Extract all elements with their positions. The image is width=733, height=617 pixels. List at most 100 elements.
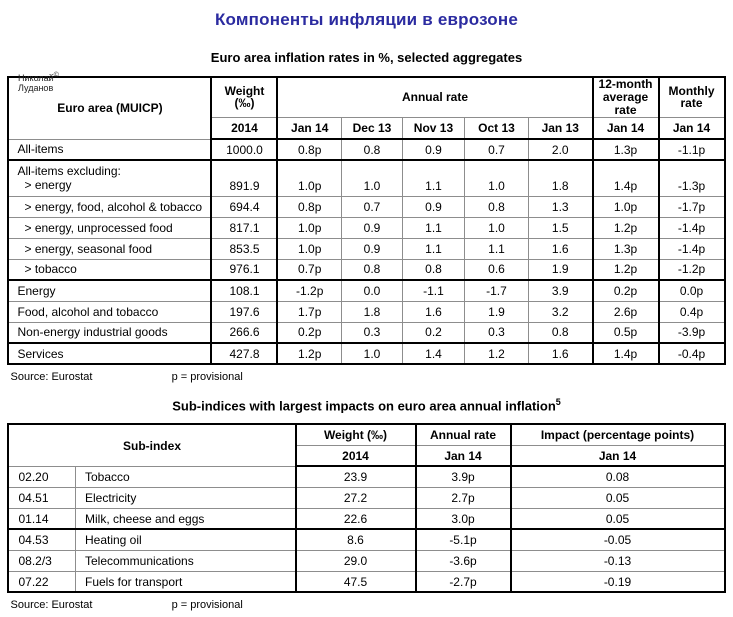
weight-cell: 22.6 bbox=[295, 507, 417, 530]
table2-title: Sub-indices with largest impacts on euro… bbox=[172, 397, 561, 414]
rate-cell: 0.8 bbox=[401, 258, 465, 281]
table-row: 08.2/3 Telecommunications 29.0 -3.6p -0.… bbox=[7, 549, 725, 572]
weight-cell: 29.0 bbox=[295, 549, 417, 572]
monthly-cell: -1.3p bbox=[658, 159, 726, 197]
rate-cell: 0.7p bbox=[276, 258, 342, 281]
impact-cell: 0.05 bbox=[510, 486, 725, 509]
rate-cell: 1.8 bbox=[527, 159, 594, 197]
monthly-cell: -1.4p bbox=[658, 237, 726, 260]
rate-cell: -3.6p bbox=[415, 549, 512, 572]
rate-cell: 1.6 bbox=[527, 237, 594, 260]
rate-cell: 1.0 bbox=[463, 216, 529, 239]
table-row: 02.20 Tobacco 23.9 3.9p 0.08 bbox=[7, 465, 725, 488]
avg-cell: 0.5p bbox=[592, 321, 660, 344]
weight-cell: 853.5 bbox=[210, 237, 279, 260]
col-header-weight-year: 2014 bbox=[210, 116, 279, 140]
rate-cell: 1.6 bbox=[401, 300, 465, 323]
monthly-cell: -1.2p bbox=[658, 258, 726, 281]
table2-header: Sub-index Weight (‰) Annual rate Impact … bbox=[7, 423, 725, 468]
rate-cell: 1.9 bbox=[527, 258, 594, 281]
sub-index-name: Heating oil bbox=[74, 528, 297, 551]
col-header-avg-date: Jan 14 bbox=[592, 116, 660, 140]
col-header-impact-date: Jan 14 bbox=[510, 444, 725, 468]
rate-cell: 0.8p bbox=[276, 138, 342, 161]
monthly-cell: 0.0p bbox=[658, 279, 726, 302]
inflation-aggregates-table: Euro area (MUICP) Weight (‰) Annual rate… bbox=[7, 76, 726, 365]
col-header-monthly-date: Jan 14 bbox=[658, 116, 726, 140]
avg-cell: 1.2p bbox=[592, 258, 660, 281]
rate-cell: 0.7 bbox=[340, 195, 403, 218]
table-row: Food, alcohol and tobacco 197.6 1.7p 1.8… bbox=[7, 300, 726, 323]
rate-cell: 1.8 bbox=[340, 300, 403, 323]
row-label: All-items bbox=[7, 138, 213, 161]
table-row: 04.51 Electricity 27.2 2.7p 0.05 bbox=[7, 486, 725, 509]
avg-cell: 1.4p bbox=[592, 159, 660, 197]
group-label: All-items excluding: bbox=[17, 164, 121, 179]
table-row: Services 427.8 1.2p 1.0 1.4 1.2 1.6 1.4p… bbox=[7, 342, 726, 365]
rate-cell: 1.6 bbox=[527, 342, 594, 365]
weight-cell: 694.4 bbox=[210, 195, 279, 218]
avg-cell: 1.3p bbox=[592, 138, 660, 161]
weight-cell: 8.6 bbox=[295, 528, 417, 551]
watermark-line1: Николай© bbox=[18, 72, 59, 83]
sub-index-code: 02.20 bbox=[7, 465, 76, 488]
col-header-12month-avg: 12-month average rate bbox=[592, 76, 660, 118]
rate-cell: 3.2 bbox=[527, 300, 594, 323]
rate-cell: 3.9p bbox=[415, 465, 512, 488]
table-row: 07.22 Fuels for transport 47.5 -2.7p -0.… bbox=[7, 570, 725, 593]
rate-cell: 0.0 bbox=[340, 279, 403, 302]
watermark-line2: Луданов bbox=[18, 83, 54, 93]
rate-cell: -5.1p bbox=[415, 528, 512, 551]
avg-cell: 2.6p bbox=[592, 300, 660, 323]
sub-index-name: Tobacco bbox=[74, 465, 297, 488]
rate-cell: -1.1 bbox=[401, 279, 465, 302]
sub-index-name: Telecommunications bbox=[74, 549, 297, 572]
weight-cell: 817.1 bbox=[210, 216, 279, 239]
impact-cell: 0.08 bbox=[510, 465, 725, 488]
table2-header-row-2: 2014 Jan 14 Jan 14 bbox=[8, 444, 725, 468]
monthly-cell: -0.4p bbox=[658, 342, 726, 365]
rate-cell: 0.2p bbox=[276, 321, 342, 344]
col-header-date: Dec 13 bbox=[340, 116, 403, 140]
monthly-cell: -3.9p bbox=[658, 321, 726, 344]
rate-cell: -1.2p bbox=[276, 279, 342, 302]
weight-cell: 197.6 bbox=[210, 300, 279, 323]
avg-cell: 1.4p bbox=[592, 342, 660, 365]
weight-cell: 1000.0 bbox=[210, 138, 279, 161]
footnote-marker: 5 bbox=[555, 397, 561, 407]
impact-cell: 0.05 bbox=[510, 507, 725, 530]
col-header-annual-rate: Annual rate bbox=[276, 76, 594, 118]
rate-cell: 1.1 bbox=[401, 159, 465, 197]
rate-cell: 0.3 bbox=[340, 321, 403, 344]
avg-cell: 1.3p bbox=[592, 237, 660, 260]
weight-cell: 891.9 bbox=[210, 159, 279, 197]
avg-cell: 1.0p bbox=[592, 195, 660, 218]
weight-cell: 266.6 bbox=[210, 321, 279, 344]
rate-cell: 0.8p bbox=[276, 195, 342, 218]
row-label: All-items excluding: > energy bbox=[7, 159, 213, 197]
rate-cell: 1.0p bbox=[276, 216, 342, 239]
sub-index-name: Milk, cheese and eggs bbox=[74, 507, 297, 530]
sub-label: > energy bbox=[24, 178, 72, 193]
table1-header-row-1: Euro area (MUICP) Weight (‰) Annual rate… bbox=[7, 76, 726, 140]
source-text: Source: Eurostat bbox=[10, 371, 93, 383]
row-label: > energy, unprocessed food bbox=[7, 216, 213, 239]
col-header-annual-date: Jan 14 bbox=[415, 444, 512, 468]
table2-header-row-1: Sub-index Weight (‰) Annual rate Impact … bbox=[7, 423, 725, 467]
table-row: > energy, unprocessed food 817.1 1.0p 0.… bbox=[7, 216, 726, 239]
monthly-cell: 0.4p bbox=[658, 300, 726, 323]
col-header-euro-area: Euro area (MUICP) bbox=[7, 76, 213, 140]
col-header-date: Nov 13 bbox=[401, 116, 465, 140]
rate-cell: 0.9 bbox=[340, 237, 403, 260]
table1-header-row-2: 2014 Jan 14 Dec 13 Nov 13 Oct 13 Jan 13 … bbox=[8, 116, 726, 140]
avg-cell: 1.2p bbox=[592, 216, 660, 239]
col-header-weight: Weight (‰) bbox=[210, 76, 279, 118]
impact-cell: -0.19 bbox=[510, 570, 725, 593]
sub-index-code: 04.53 bbox=[7, 528, 76, 551]
impact-cell: -0.05 bbox=[510, 528, 725, 551]
source-text: Source: Eurostat bbox=[10, 599, 93, 612]
table-row: 04.53 Heating oil 8.6 -5.1p -0.05 bbox=[7, 528, 725, 551]
rate-cell: 0.2 bbox=[401, 321, 465, 344]
sub-index-name: Fuels for transport bbox=[74, 570, 297, 593]
table-row: Energy 108.1 -1.2p 0.0 -1.1 -1.7 3.9 0.2… bbox=[7, 279, 726, 302]
